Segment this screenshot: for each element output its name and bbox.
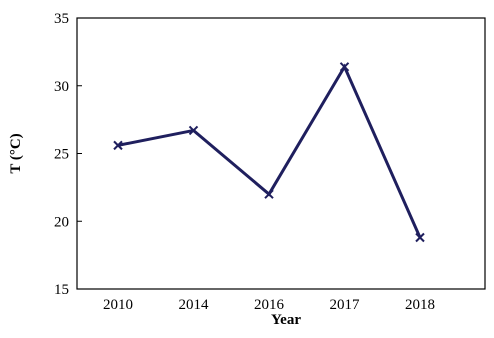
- data-point-marker: [415, 232, 425, 243]
- y-axis: 15 20 25 30 35: [54, 11, 82, 298]
- x-axis: 2010 2014 2016 2017 2018: [103, 297, 435, 313]
- y-tick-label: 20: [54, 214, 69, 230]
- data-point-marker: [188, 125, 199, 136]
- y-tick-label: 25: [54, 147, 69, 163]
- plot-border: [76, 17, 486, 290]
- series-line: [117, 63, 422, 239]
- x-tick-label: 2010: [103, 297, 133, 313]
- data-point-marker: [264, 189, 274, 199]
- x-tick-label: 2017: [330, 297, 361, 313]
- y-axis-title: T (°C): [8, 133, 24, 173]
- x-tick-label: 2016: [254, 297, 285, 313]
- x-axis-title: Year: [271, 312, 301, 328]
- y-tick-label: 15: [54, 282, 69, 298]
- series-layer: [113, 62, 425, 243]
- data-point-marker: [339, 62, 350, 72]
- y-tick-label: 30: [54, 79, 69, 95]
- x-tick-label: 2014: [179, 297, 210, 313]
- y-tick-label: 35: [54, 11, 69, 27]
- plot-area: [76, 17, 486, 290]
- data-point-marker: [113, 140, 123, 151]
- x-tick-label: 2018: [405, 297, 435, 313]
